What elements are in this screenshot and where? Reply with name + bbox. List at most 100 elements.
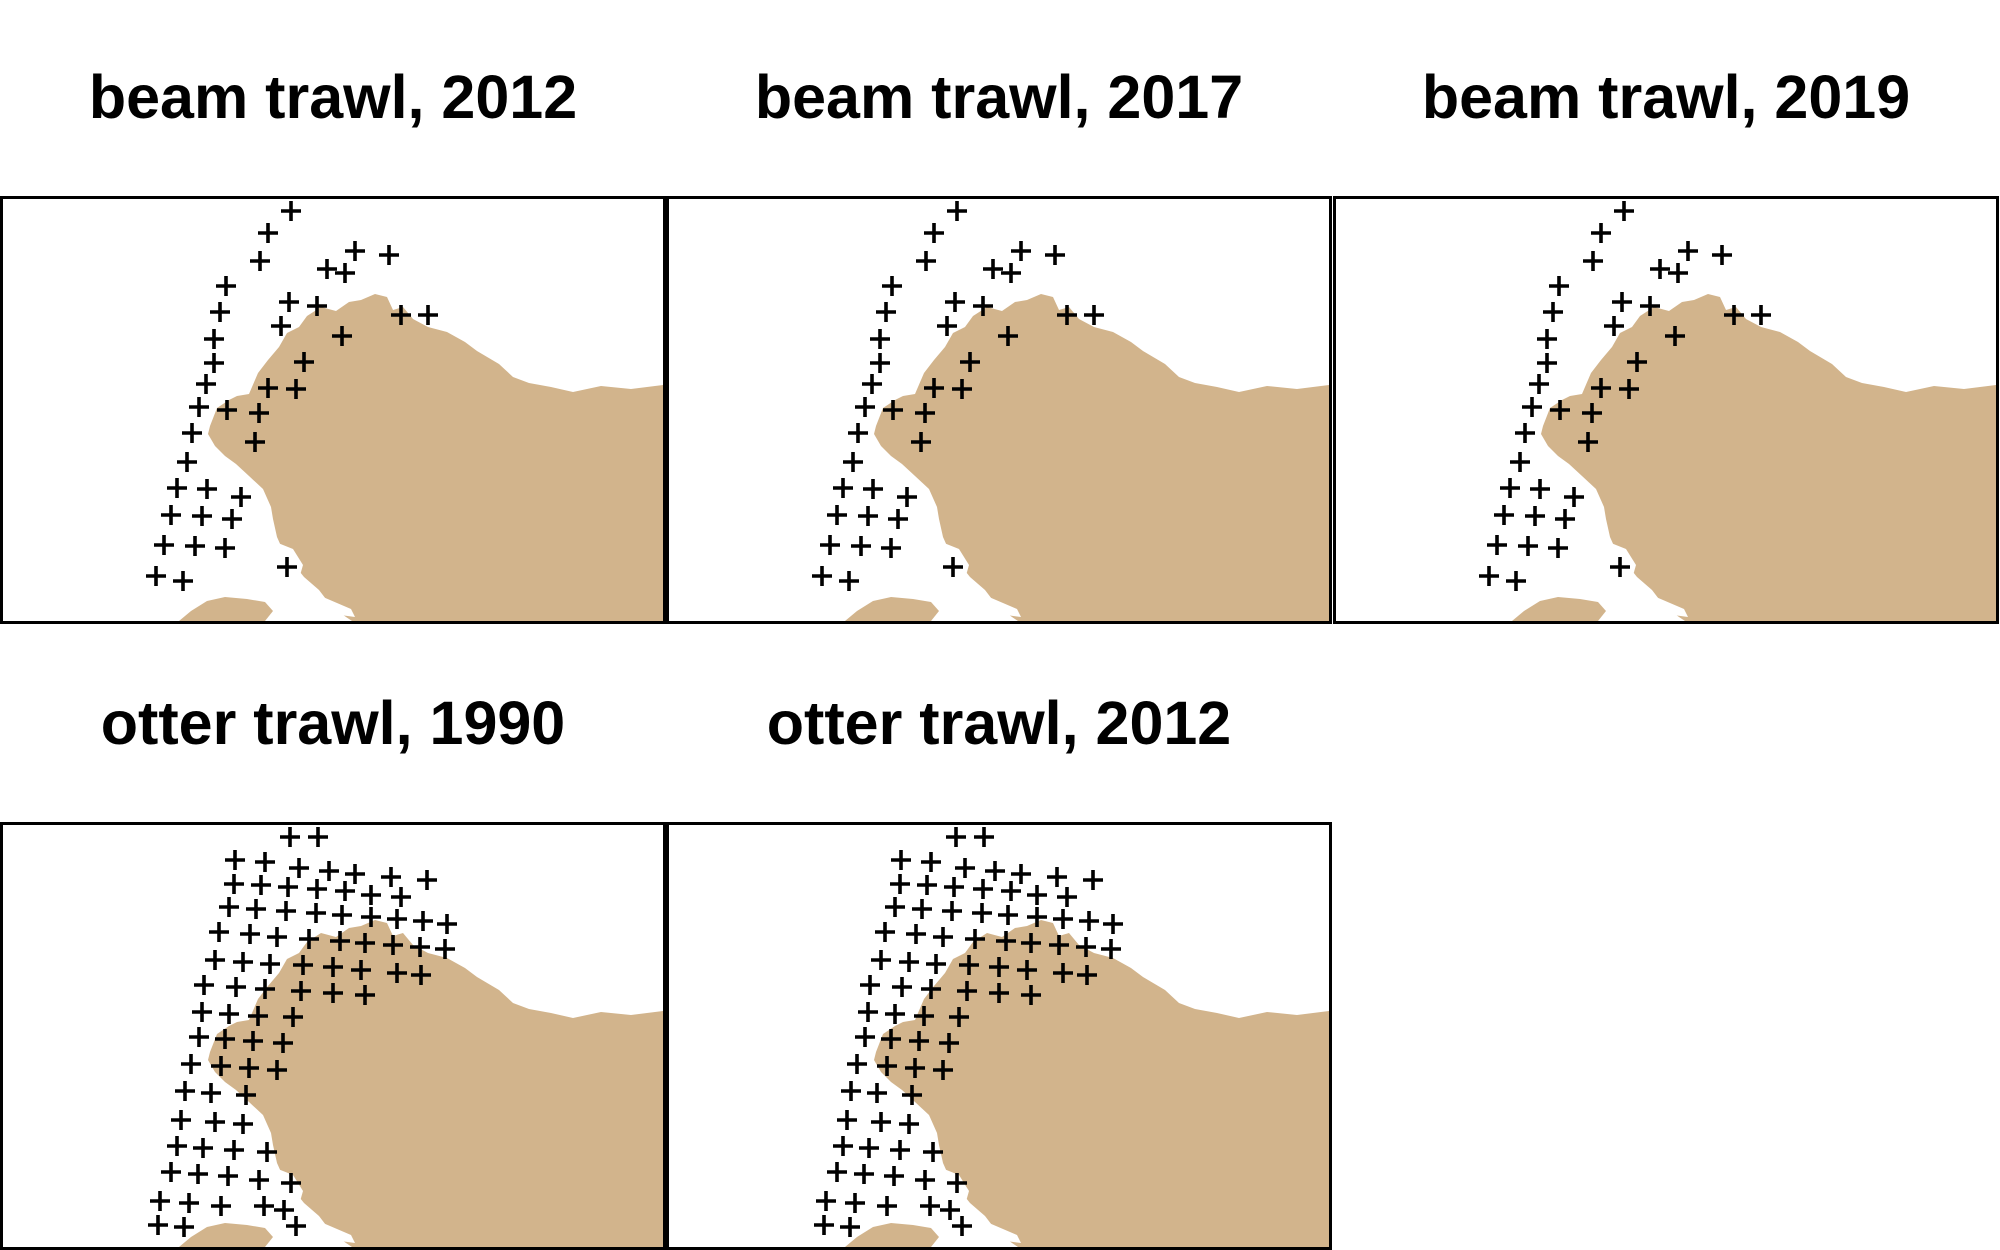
station-plus-icon <box>998 905 1018 925</box>
station-plus-icon <box>150 1191 170 1211</box>
panel-title-beam-2017: beam trawl, 2017 <box>754 63 1244 131</box>
channel-water <box>1598 591 1688 617</box>
station-plus-icon <box>267 927 287 947</box>
station-plus-icon <box>881 1029 901 1049</box>
station-plus-icon <box>332 905 352 925</box>
station-plus-icon <box>911 432 931 452</box>
station-plus-icon <box>985 861 1005 881</box>
coastline-land <box>208 920 663 1247</box>
station-plus-icon <box>258 223 278 243</box>
station-plus-icon <box>881 538 901 558</box>
station-plus-icon <box>194 975 214 995</box>
station-plus-icon <box>218 1166 238 1186</box>
station-plus-icon <box>279 292 299 312</box>
station-plus-icon <box>146 566 166 586</box>
station-plus-icon <box>841 1081 861 1101</box>
station-plus-icon <box>257 1142 277 1162</box>
station-plus-icon <box>949 1007 969 1027</box>
station-plus-icon <box>914 1006 934 1026</box>
station-plus-icon <box>1614 201 1634 221</box>
station-plus-icon <box>273 1033 293 1053</box>
station-plus-icon <box>211 1196 231 1216</box>
station-plus-icon <box>345 864 365 884</box>
station-plus-icon <box>947 1173 967 1193</box>
station-plus-icon <box>177 452 197 472</box>
station-plus-icon <box>1582 403 1602 423</box>
station-plus-icon <box>219 1004 239 1024</box>
station-plus-icon <box>827 505 847 525</box>
station-plus-icon <box>1494 505 1514 525</box>
station-plus-icon <box>175 1081 195 1101</box>
station-plus-icon <box>960 352 980 372</box>
station-plus-icon <box>920 1196 940 1216</box>
station-plus-icon <box>1650 259 1670 279</box>
station-plus-icon <box>851 536 871 556</box>
station-plus-icon <box>411 965 431 985</box>
station-plus-icon <box>306 903 326 923</box>
station-plus-icon <box>915 403 935 423</box>
station-plus-icon <box>814 1215 834 1235</box>
station-plus-icon <box>1604 316 1624 336</box>
station-plus-icon <box>909 1031 929 1051</box>
coastline-land <box>1541 294 1996 621</box>
station-plus-icon <box>283 1007 303 1027</box>
station-plus-icon <box>1017 960 1037 980</box>
station-plus-icon <box>387 963 407 983</box>
station-plus-icon <box>840 1217 860 1237</box>
station-plus-icon <box>946 827 966 847</box>
station-plus-icon <box>1057 887 1077 907</box>
station-plus-icon <box>280 827 300 847</box>
station-plus-icon <box>820 535 840 555</box>
station-plus-icon <box>435 939 455 959</box>
station-plus-icon <box>1612 292 1632 312</box>
station-plus-icon <box>1001 263 1021 283</box>
station-plus-icon <box>916 251 936 271</box>
station-plus-icon <box>1610 557 1630 577</box>
station-plus-icon <box>1506 571 1526 591</box>
map-svg <box>812 201 1329 621</box>
map-panel-otter-2012 <box>666 822 1332 1250</box>
inlet-water <box>273 1167 303 1205</box>
map-panel-beam-2012 <box>0 196 666 624</box>
station-plus-icon <box>885 1004 905 1024</box>
station-plus-icon <box>154 535 174 555</box>
station-plus-icon <box>197 479 217 499</box>
station-plus-icon <box>437 914 457 934</box>
station-plus-icon <box>812 566 832 586</box>
station-plus-icon <box>885 897 905 917</box>
station-plus-icon <box>225 850 245 870</box>
coastline-land <box>874 294 1329 621</box>
coastline-land <box>208 294 663 621</box>
station-plus-icon <box>1027 907 1047 927</box>
station-plus-icon <box>167 478 187 498</box>
panel-title-beam-2012: beam trawl, 2012 <box>88 63 578 131</box>
station-plus-icon <box>1053 963 1073 983</box>
station-plus-icon <box>1640 296 1660 316</box>
station-plus-icon <box>222 509 242 529</box>
station-plus-icon <box>1591 223 1611 243</box>
station-plus-icon <box>854 1164 874 1184</box>
station-plus-icon <box>1548 538 1568 558</box>
station-plus-icon <box>996 931 1016 951</box>
station-plus-icon <box>843 452 863 472</box>
station-plus-icon <box>418 305 438 325</box>
station-plus-icon <box>1619 379 1639 399</box>
station-plus-icon <box>937 316 957 336</box>
station-plus-icon <box>882 276 902 296</box>
station-plus-icon <box>246 899 266 919</box>
station-plus-icon <box>335 881 355 901</box>
southern-land <box>179 597 273 621</box>
station-plus-icon <box>965 929 985 949</box>
station-plus-icon <box>952 1216 972 1236</box>
station-plus-icon <box>224 1140 244 1160</box>
station-plus-icon <box>236 1085 256 1105</box>
southern-land <box>845 597 939 621</box>
station-plus-icon <box>924 223 944 243</box>
station-plus-icon <box>167 1136 187 1156</box>
station-plus-icon <box>1549 276 1569 296</box>
map-panel-otter-1990 <box>0 822 666 1250</box>
station-plus-icon <box>193 1138 213 1158</box>
station-plus-icon <box>827 1162 847 1182</box>
station-plus-icon <box>171 1110 191 1130</box>
station-plus-icon <box>833 478 853 498</box>
